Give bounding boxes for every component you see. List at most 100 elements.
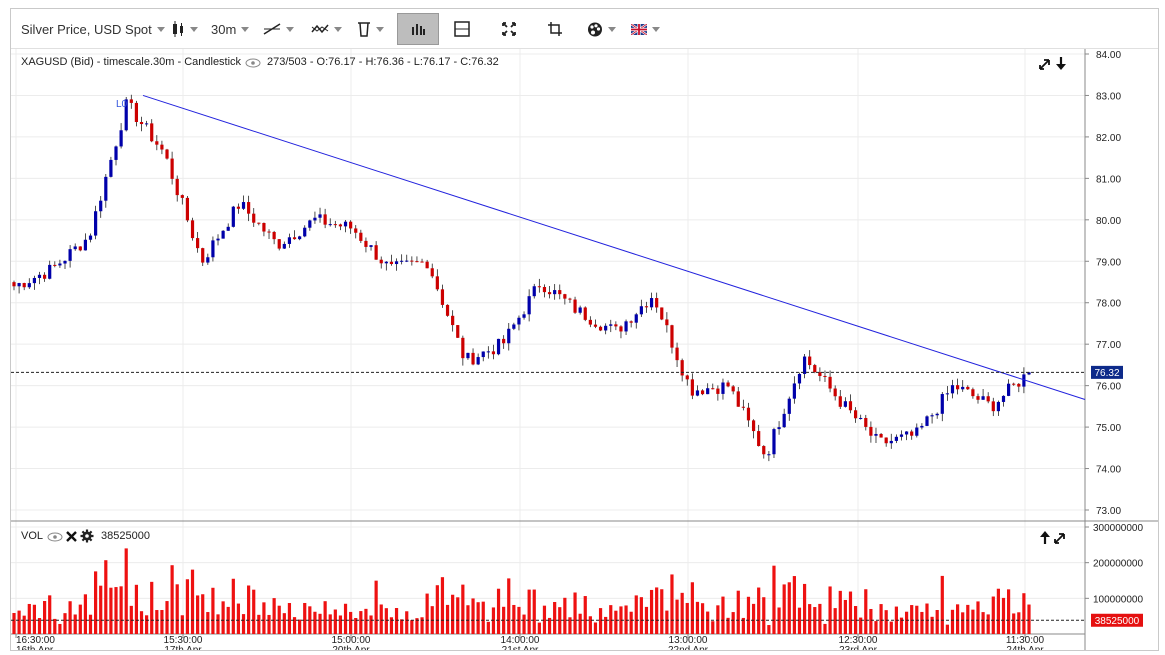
chart-window: Silver Price, USD Spot 30m <box>10 8 1159 651</box>
candle-body <box>777 427 781 430</box>
fullscreen-icon <box>502 22 516 36</box>
x-tick-date: 17th Apr <box>164 645 202 650</box>
volume-bar <box>1012 613 1016 634</box>
candle-body <box>583 307 587 320</box>
candle-body <box>823 375 827 377</box>
volume-bar <box>262 602 266 634</box>
expand-icon[interactable] <box>1054 533 1065 544</box>
candle-body <box>838 396 842 407</box>
candle-body <box>502 338 506 344</box>
candle-body <box>910 431 914 436</box>
eye-icon[interactable] <box>245 58 261 68</box>
volume-bar <box>104 560 108 634</box>
candle-body <box>787 398 791 414</box>
volume-bar <box>415 618 419 634</box>
volume-bar <box>303 602 307 634</box>
volume-readout: 38525000 <box>101 530 150 542</box>
symbol-dropdown[interactable]: Silver Price, USD Spot <box>21 17 165 41</box>
indicator-tool[interactable] <box>311 17 342 41</box>
candle-body <box>374 245 378 260</box>
crop-button[interactable] <box>548 17 562 41</box>
candle-body <box>185 197 190 221</box>
volume-bar <box>813 607 817 634</box>
expand-icon[interactable] <box>1039 59 1050 70</box>
volume-bar <box>757 587 761 634</box>
trendline[interactable] <box>142 94 1086 400</box>
grid <box>11 49 1085 634</box>
volume-bar <box>99 585 103 634</box>
volume-bar <box>649 589 654 634</box>
volume-panel-header: VOL <box>21 530 43 542</box>
candle-body <box>741 406 745 408</box>
eye-icon[interactable] <box>47 532 63 542</box>
shape-tool[interactable] <box>357 17 384 41</box>
y-tick-label: 82.00 <box>1096 133 1121 144</box>
candle-body <box>201 248 205 263</box>
candle-body <box>955 385 960 390</box>
candle-body <box>216 238 220 241</box>
candle-body <box>272 231 276 240</box>
volume-bar <box>507 578 511 634</box>
volume-axis[interactable]: 300000000 200000000 100000000 <box>1085 523 1143 605</box>
candle-body <box>547 292 552 295</box>
fullscreen-button[interactable] <box>502 17 516 41</box>
candle-body <box>48 264 52 279</box>
chart-area[interactable]: 84.00 83.00 82.00 81.00 80.00 79.00 78.00 77.00… <box>11 49 1158 650</box>
candle-body <box>695 390 700 396</box>
candle-body <box>435 276 439 290</box>
volume-bar <box>751 603 756 634</box>
palette-dropdown[interactable] <box>587 17 616 41</box>
candle-body <box>746 407 751 421</box>
candle-body <box>629 321 633 323</box>
price-tag: 76.32 <box>1091 365 1123 379</box>
candle-body <box>318 214 322 218</box>
candle-body <box>828 376 832 389</box>
x-tick-time: 11:30:00 <box>1006 635 1045 646</box>
close-icon[interactable] <box>66 531 77 542</box>
candle-body <box>991 401 995 412</box>
candle-body <box>808 356 812 366</box>
volume-bar <box>185 579 190 634</box>
volume-bar <box>828 586 832 634</box>
interval-dropdown[interactable]: 30m <box>211 17 250 41</box>
y-tick-label: 83.00 <box>1096 91 1121 102</box>
chart-type-dropdown[interactable] <box>171 17 198 41</box>
layout-button[interactable] <box>454 17 470 41</box>
candle-body <box>221 230 225 239</box>
volume-bar <box>124 548 128 634</box>
candle-body <box>894 436 898 441</box>
candle-body <box>323 214 327 225</box>
volume-bar <box>961 612 965 634</box>
arrow-up-icon[interactable] <box>1040 531 1050 544</box>
time-axis[interactable]: 16:30:0016th Apr 15:30:0017th Apr 15:00:00… <box>15 634 1045 650</box>
volume-bar <box>553 601 557 634</box>
volume-bar <box>114 587 118 634</box>
candle-body <box>384 261 388 264</box>
chevron-down-icon <box>286 26 294 32</box>
x-tick-time: 14:00:00 <box>501 635 540 646</box>
y-tick-label: 84.00 <box>1096 50 1121 61</box>
candle-body <box>471 352 475 365</box>
candle-body <box>797 373 802 384</box>
volume-bar <box>578 613 582 634</box>
volume-bar <box>349 611 353 634</box>
gear-icon[interactable] <box>80 529 94 543</box>
candle-body <box>879 433 883 438</box>
price-axis[interactable]: 84.00 83.00 82.00 81.00 80.00 79.00 78.00 77.00… <box>1085 50 1121 517</box>
volume-bar <box>787 582 791 634</box>
candle-body <box>884 437 888 444</box>
candle-body <box>802 356 807 374</box>
volume-bar <box>379 604 383 634</box>
candle-body <box>68 249 72 261</box>
volume-bar <box>354 617 358 634</box>
volume-bar <box>308 606 312 634</box>
trendline-tool[interactable] <box>263 17 294 41</box>
volume-toggle-button[interactable] <box>397 13 439 45</box>
volume-bar <box>660 589 664 634</box>
chevron-down-icon <box>190 26 198 32</box>
arrow-down-icon[interactable] <box>1056 57 1066 70</box>
candle-body <box>818 372 822 376</box>
palette-icon <box>588 22 602 36</box>
volume-bar <box>802 583 807 634</box>
language-dropdown[interactable] <box>631 17 660 41</box>
